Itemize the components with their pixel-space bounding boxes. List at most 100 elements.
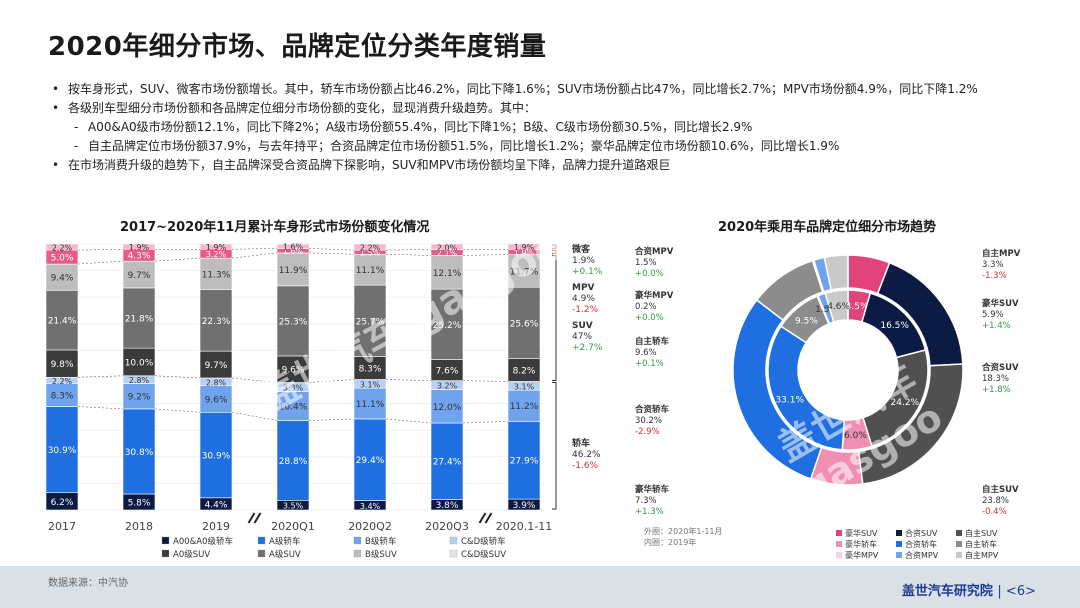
annotation-value: 47%: [572, 332, 592, 342]
bar-segment: [199, 411, 233, 499]
bar-segment: [122, 287, 156, 349]
bar-segment: [276, 243, 310, 249]
data-label: 29.4%: [356, 456, 385, 466]
data-label: 3.5%: [283, 502, 304, 511]
stacked-bar-chart: 6.2%30.9%8.3%2.2%9.8%21.4%9.4%5.0%2.2%20…: [44, 243, 603, 560]
connector-line: [231, 252, 278, 259]
callout-change: +0.1%: [635, 359, 664, 369]
legend-swatch: [956, 541, 962, 547]
data-label: 8.3%: [51, 391, 74, 401]
data-label: 30.8%: [125, 448, 154, 458]
data-label: 11.7%: [510, 267, 539, 277]
data-label: 11.2%: [510, 402, 539, 412]
callout-name: 合资MPV: [634, 246, 674, 257]
data-label: 21.4%: [48, 317, 77, 327]
annotation-bracket: [552, 244, 557, 249]
callout-change: -1.3%: [982, 271, 1007, 281]
x-tick-label: 2020Q3: [425, 520, 469, 533]
legend-swatch: [449, 549, 458, 558]
callout-name: 自主MPV: [982, 248, 1021, 259]
callout-value: 23.8%: [982, 496, 1009, 506]
data-label: 1.6%: [283, 247, 304, 256]
bar-segment: [45, 349, 79, 378]
bullet-item: 按车身形式，SUV、微客市场份额增长。其中，轿车市场份额占比46.2%，同比下降…: [48, 80, 1048, 99]
slice-label: 6.0%: [844, 431, 867, 441]
callout-value: 9.6%: [635, 348, 657, 358]
donut-slice: [767, 325, 846, 451]
legend-swatch: [257, 549, 266, 558]
bar-segment: [276, 285, 310, 357]
page-number: | <6>: [997, 584, 1036, 599]
callout-change: +0.0%: [635, 269, 664, 279]
legend-label: C&D级轿车: [461, 536, 506, 547]
slice-label: 9.5%: [795, 317, 818, 327]
callout-change: -0.4%: [982, 507, 1007, 517]
legend-label: A00&A0级轿车: [173, 536, 233, 547]
data-label: 25.7%: [356, 317, 385, 327]
bar-segment: [430, 288, 464, 360]
bar-segment: [507, 389, 541, 422]
axis-break: [484, 512, 493, 524]
legend-swatch: [353, 536, 362, 545]
data-label: 9.7%: [205, 361, 228, 371]
data-label: 8.3%: [359, 364, 382, 374]
callout-name: 合资轿车: [634, 404, 670, 415]
data-source: 数据来源：中汽协: [48, 578, 128, 589]
sub-bullet-item: 自主品牌定位市场份额37.9%，与去年持平；合资品牌定位市场份额51.5%，同比…: [48, 137, 1048, 156]
connector-line: [385, 249, 432, 251]
data-label: 4.4%: [205, 500, 228, 510]
legend-label: 豪华SUV: [845, 528, 878, 538]
bar-segment: [430, 389, 464, 424]
data-label: 22.3%: [202, 317, 231, 327]
legend-label: 合资MPV: [905, 550, 939, 560]
sub-bullet-item: A00&A0级市场份额12.1%，同比下降2%；A级市场份额55.4%，同比下降…: [48, 118, 1048, 137]
data-label: 2.8%: [129, 376, 150, 385]
callout-change: +1.3%: [635, 507, 664, 517]
data-label: 28.8%: [279, 457, 308, 467]
data-label: 21.8%: [125, 315, 154, 325]
callout-value: 30.2%: [635, 416, 662, 426]
data-label: 25.3%: [279, 317, 308, 327]
legend-swatch: [896, 552, 902, 558]
bar-segment: [507, 286, 541, 359]
footer-bar: [0, 566, 1080, 608]
donut-chart: 4.5%16.5%24.2%6.0%33.1%9.5%1.5%4.6%合资MPV…: [634, 246, 1021, 560]
data-label: 3.2%: [437, 382, 458, 391]
data-label: 1.9%: [206, 243, 227, 252]
data-label: 5.0%: [51, 254, 74, 264]
bar-segment: [122, 243, 156, 250]
legend-swatch: [449, 536, 458, 545]
data-label: 2.2%: [360, 244, 381, 253]
donut-slice: [824, 289, 849, 324]
data-label: 27.4%: [433, 458, 462, 468]
data-label: 11.1%: [356, 266, 385, 276]
data-label: 3.8%: [436, 501, 459, 511]
legend-swatch: [896, 541, 902, 547]
data-label: 3.1%: [514, 382, 535, 391]
data-label: 9.6%: [205, 396, 228, 406]
slice-label: 24.2%: [891, 398, 920, 408]
legend-label: C&D级SUV: [461, 549, 506, 560]
callout-change: +1.4%: [982, 321, 1011, 331]
x-tick-label: 2020Q1: [271, 520, 315, 533]
connector-line: [231, 377, 278, 383]
bar-segment: [276, 391, 310, 421]
callout-value: 1.5%: [635, 258, 657, 268]
donut-slice: [823, 254, 849, 291]
data-label: 9.8%: [51, 360, 74, 370]
legend-label: 合资SUV: [905, 528, 938, 538]
data-label: 2.1%: [437, 249, 458, 258]
legend-swatch: [956, 552, 962, 558]
bar-segment: [430, 422, 464, 500]
legend-swatch: [161, 549, 170, 558]
data-label: 25.6%: [510, 319, 539, 329]
annotation-change: -1.6%: [572, 461, 599, 471]
data-label: 2.2%: [52, 377, 73, 386]
data-label: 3.4%: [360, 502, 381, 511]
slice-label: 33.1%: [775, 395, 804, 405]
bar-segment: [122, 260, 156, 289]
data-label: 9.4%: [51, 274, 74, 284]
data-label: 1.9%: [514, 243, 535, 252]
connector-line: [231, 248, 278, 250]
callout-value: 7.3%: [635, 496, 657, 506]
